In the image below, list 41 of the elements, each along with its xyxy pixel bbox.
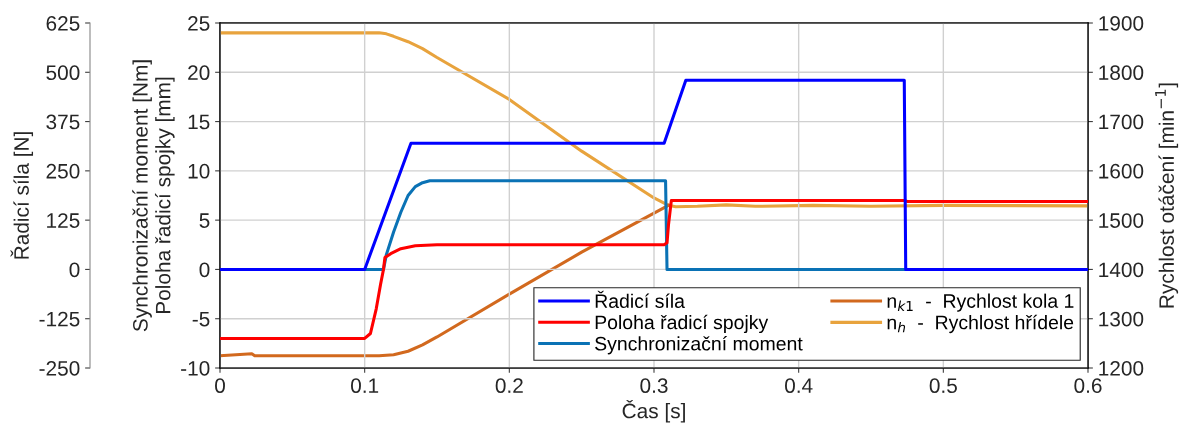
- y2-axis-title: Rychlost otáčení [min$^{−1}$]: [1155, 83, 1179, 308]
- y2-tick-label: 1300: [1099, 311, 1144, 327]
- legend-label: n$_{h}$ - Rychlost hřídele: [887, 314, 1074, 334]
- x-tick-label: 0.5: [929, 378, 957, 394]
- y2-tick-label: 1400: [1099, 262, 1144, 278]
- x-tick-label: 0.2: [495, 378, 523, 394]
- y3-tick-label: 125: [47, 213, 80, 228]
- y-tick-label: -5: [192, 311, 210, 327]
- y3-tick-label: 625: [46, 16, 80, 31]
- legend-label: Synchronizační moment: [595, 336, 803, 355]
- y-tick-label: 25: [188, 16, 210, 31]
- y-tick-label: 20: [188, 65, 210, 81]
- y-tick-label: 10: [188, 163, 210, 179]
- y2-tick-label: 1500: [1099, 213, 1144, 228]
- x-tick-label: 0.1: [351, 378, 379, 394]
- y-tick-label: -10: [181, 361, 210, 376]
- y2-tick-label: 1700: [1099, 114, 1144, 130]
- y3-tick-label: -125: [39, 311, 80, 327]
- y-axis-title: Synchronizační moment [Nm] Poloha řadicí spojky [mm]: [132, 60, 175, 332]
- legend-label: Poloha řadicí spojky: [595, 314, 769, 334]
- x-tick-label: 0.6: [1074, 378, 1102, 394]
- line-series: [220, 31, 1088, 209]
- y-tick-label: 0: [199, 262, 210, 278]
- y3-tick-label: 375: [46, 114, 80, 130]
- legend-label: n$_{k1}$ - Rychlost kola 1: [887, 293, 1074, 312]
- y3-axis-title: Řadicí síla [N]: [10, 132, 34, 259]
- x-tick-label: 0.3: [640, 378, 668, 394]
- legend-label: Řadicí síla: [595, 290, 685, 308]
- x-tick-label: 0.4: [785, 378, 813, 394]
- y3-tick-label: 0: [69, 262, 80, 278]
- y2-tick-label: 1900: [1099, 16, 1144, 31]
- y2-tick-label: 1800: [1099, 65, 1144, 81]
- y2-tick-label: 1200: [1099, 361, 1144, 376]
- y2-tick-label: 1600: [1099, 163, 1144, 179]
- y3-tick-label: 500: [46, 65, 80, 81]
- y-tick-label: 15: [188, 114, 210, 130]
- y-tick-label: 5: [199, 213, 210, 228]
- x-axis-title: Čas [s]: [622, 399, 685, 423]
- y3-tick-label: 250: [46, 163, 80, 179]
- x-tick-label: 0: [215, 378, 225, 394]
- y3-tick-label: -250: [39, 361, 80, 376]
